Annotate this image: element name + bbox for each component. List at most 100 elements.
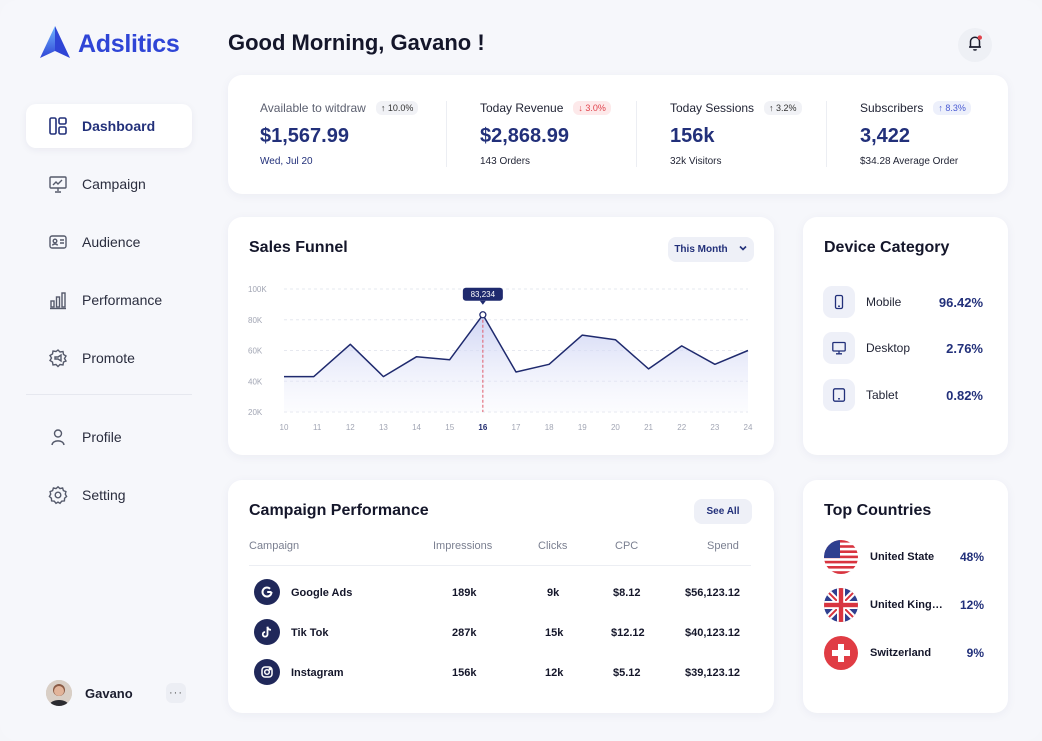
device-category-card: Device Category Mobile 96.42% Desktop 2.… <box>803 217 1008 455</box>
x-tick-label: 22 <box>677 423 686 432</box>
uk-flag-icon <box>824 588 858 622</box>
us-flag-icon <box>824 540 858 574</box>
sidebar-item-setting[interactable]: Setting <box>26 473 192 517</box>
stat-value: $2,868.99 <box>480 125 569 147</box>
sidebar-item-label: Campaign <box>82 176 146 192</box>
top-countries-card: Top Countries United State 48% <box>803 480 1008 713</box>
trend-badge: ↑ 3.2% <box>764 101 802 115</box>
device-value: 0.82% <box>946 387 983 403</box>
stat-label: Subscribers <box>860 101 924 115</box>
country-value: 12% <box>959 598 984 612</box>
x-tick-label: 24 <box>744 423 753 432</box>
user-profile[interactable]: Gavano ··· <box>46 680 186 706</box>
column-header[interactable]: CPC <box>615 540 639 552</box>
desktop-icon <box>823 332 855 364</box>
stat-subscribers: Subscribers ↑ 8.3% 3,422 $34.28 Average … <box>826 101 1000 194</box>
highlight-point <box>479 311 487 319</box>
tiktok-icon <box>254 619 280 645</box>
trend-badge: ↓ 3.0% <box>573 101 611 115</box>
sidebar-item-profile[interactable]: Profile <box>26 415 192 459</box>
area-fill <box>284 314 748 412</box>
cpc-value: $5.12 <box>613 667 641 679</box>
sidebar-item-performance[interactable]: Performance <box>26 278 192 322</box>
stat-sessions: Today Sessions ↑ 3.2% 156k 32k Visitors <box>636 101 860 194</box>
dashboard-icon <box>48 116 68 136</box>
avatar[interactable] <box>46 680 72 706</box>
month-filter-dropdown[interactable]: This Month <box>668 237 754 262</box>
y-tick-label: 40K <box>248 377 263 386</box>
see-all-button[interactable]: See All <box>694 499 752 524</box>
country-row-uk[interactable]: United Kingdom 12% <box>824 588 984 622</box>
trend-badge: ↑ 10.0% <box>375 101 419 115</box>
more-options-button[interactable]: ··· <box>166 683 186 703</box>
filter-label: This Month <box>674 244 728 255</box>
clicks-value: 12k <box>545 667 564 679</box>
device-row-mobile[interactable]: Mobile 96.42% <box>823 286 983 318</box>
trend-badge: ↑ 8.3% <box>933 101 971 115</box>
device-name: Desktop <box>866 341 911 355</box>
impressions-value: 156k <box>452 667 477 679</box>
column-header[interactable]: Campaign <box>249 540 300 552</box>
sidebar-item-promote[interactable]: Promote <box>26 336 192 380</box>
mobile-icon <box>823 286 855 318</box>
y-tick-label: 80K <box>248 316 263 325</box>
tooltip-box <box>462 287 503 301</box>
clicks-value: 15k <box>545 627 564 639</box>
x-tick-label: 14 <box>412 423 421 432</box>
country-row-switzerland[interactable]: Switzerland 9% <box>824 636 984 670</box>
cpc-value: $8.12 <box>613 587 641 599</box>
id-card-icon <box>48 232 68 252</box>
country-name: United Kingdom <box>870 599 946 611</box>
notification-button[interactable] <box>958 28 992 62</box>
country-row-us[interactable]: United State 48% <box>824 540 984 574</box>
country-value: 48% <box>959 550 984 564</box>
x-tick-label: 19 <box>578 423 587 432</box>
page-title: Good Morning, Gavano ! <box>228 30 485 55</box>
sidebar-item-audience[interactable]: Audience <box>26 220 192 264</box>
campaign-name: Google Ads <box>291 587 353 599</box>
sidebar-item-label: Performance <box>82 292 163 308</box>
bar-chart-icon <box>48 290 68 310</box>
sidebar-item-label: Promote <box>82 350 135 366</box>
device-row-desktop[interactable]: Desktop 2.76% <box>823 332 983 364</box>
sidebar-item-campaign[interactable]: Campaign <box>26 162 192 206</box>
sidebar-item-label: Profile <box>82 429 122 445</box>
sidebar-item-label: Dashboard <box>82 118 156 134</box>
impressions-value: 287k <box>452 627 477 639</box>
country-name: Switzerland <box>870 647 932 659</box>
country-name: United State <box>870 551 935 563</box>
stat-sub: 32k Visitors <box>670 156 722 167</box>
y-tick-label: 20K <box>248 408 263 417</box>
stat-revenue: Today Revenue ↓ 3.0% $2,868.99 143 Order… <box>446 101 670 194</box>
spend-value: $39,123.12 <box>685 667 741 679</box>
x-tick-label: 10 <box>280 423 289 432</box>
x-tick-label: 11 <box>313 423 322 432</box>
brand-logo[interactable]: Adslitics <box>38 24 180 65</box>
sidebar-item-label: Setting <box>82 487 126 503</box>
column-header[interactable]: Clicks <box>538 540 568 552</box>
column-header[interactable]: Spend <box>707 540 739 552</box>
table-header: Campaign Impressions Clicks CPC Spend <box>249 540 751 566</box>
stat-value: $1,567.99 <box>260 125 349 147</box>
x-tick-label: 16 <box>478 423 487 432</box>
stat-value: 156k <box>670 125 715 147</box>
device-value: 2.76% <box>946 340 983 356</box>
stat-sub: Wed, Jul 20 <box>260 156 313 167</box>
presentation-icon <box>48 174 68 194</box>
column-header[interactable]: Impressions <box>433 540 493 552</box>
table-row[interactable]: Tik Tok 287k 15k $12.12 $40,123.12 <box>249 619 751 649</box>
device-row-tablet[interactable]: Tablet 0.82% <box>823 379 983 411</box>
sidebar-nav: Dashboard Campaign Audience Performance … <box>26 104 192 531</box>
tooltip-label: 83,234 <box>471 290 496 299</box>
y-tick-label: 100K <box>248 285 267 294</box>
card-title: Campaign Performance <box>249 502 429 519</box>
sidebar-item-dashboard[interactable]: Dashboard <box>26 104 192 148</box>
stat-available: Available to witdraw ↑ 10.0% $1,567.99 W… <box>260 101 480 194</box>
table-row[interactable]: Google Ads 189k 9k $8.12 $56,123.12 <box>249 579 751 609</box>
impressions-value: 189k <box>452 587 477 599</box>
y-tick-label: 60K <box>248 347 263 356</box>
chevron-down-icon <box>738 243 748 256</box>
stat-sub: $34.28 Average Order <box>860 156 959 167</box>
stat-value: 3,422 <box>860 125 911 147</box>
table-row[interactable]: Instagram 156k 12k $5.12 $39,123.12 <box>249 659 751 689</box>
